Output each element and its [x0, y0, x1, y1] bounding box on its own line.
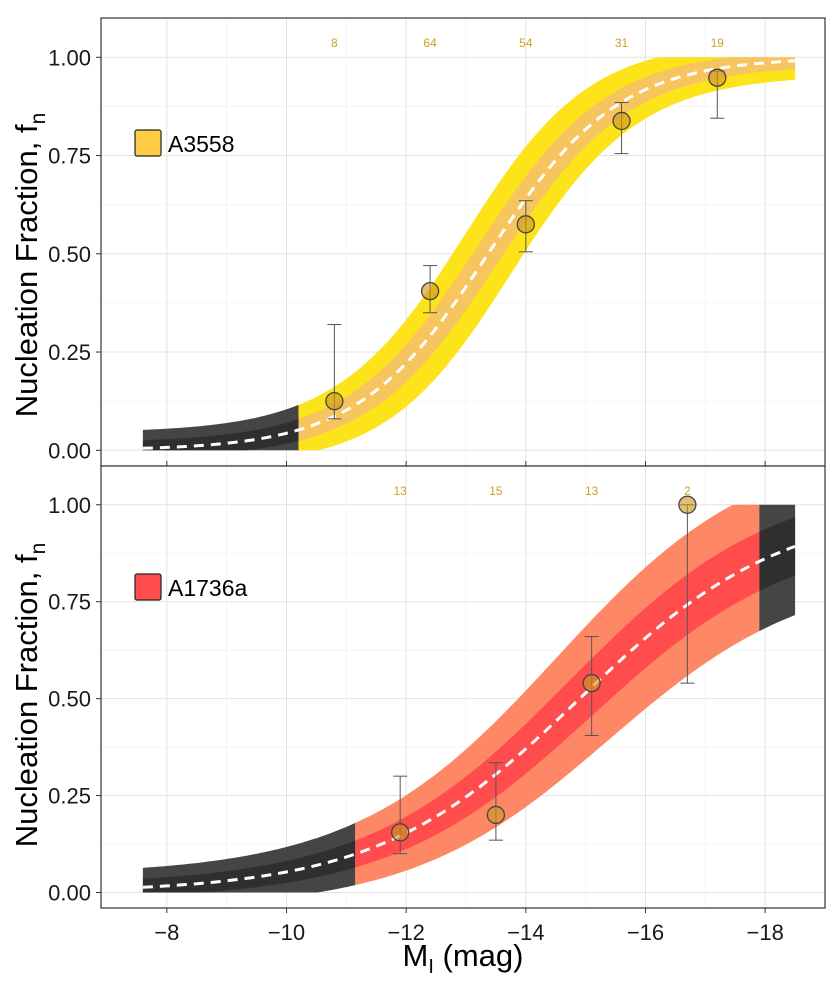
bottom-bin-counts: 13 15 13 2 [393, 484, 691, 498]
top-bin-counts: 8 64 54 31 19 [331, 36, 724, 50]
top-legend-swatch [134, 129, 162, 157]
bottom-ytick-label-3: 0.75 [48, 590, 91, 615]
top-fit-curve [142, 59, 796, 450]
top-point-0 [325, 392, 344, 411]
top-ytick-label-3: 0.75 [48, 144, 91, 169]
xtick-label-4: −16 [627, 920, 664, 945]
top-ytick-label-0: 0.00 [48, 438, 91, 463]
top-count-0: 8 [331, 36, 338, 50]
top-legend-label: A3558 [168, 131, 235, 157]
bottom-count-2: 13 [585, 484, 599, 498]
top-ytick-label-4: 1.00 [48, 45, 91, 70]
top-count-4: 19 [711, 36, 725, 50]
bottom-point-1 [486, 805, 506, 825]
bottom-legend-label: A1736a [168, 575, 248, 601]
top-data-points [325, 68, 727, 411]
panel-a1736a: 13 15 13 2 0.00 0.25 0.50 0.75 1.00 A1736a Nucl… [9, 465, 826, 909]
bottom-ytick-label-2: 0.50 [48, 687, 91, 712]
bottom-ytick-label-0: 0.00 [48, 880, 91, 905]
top-point-3 [612, 111, 631, 131]
bottom-fit-line [142, 544, 796, 889]
bottom-ytick-label-1: 0.25 [48, 784, 91, 809]
x-axis-ticks: −8 −10 −12 −14 −16 −18 [154, 461, 784, 945]
bottom-point-2 [582, 673, 601, 693]
top-ytick-label-2: 0.50 [48, 242, 91, 267]
top-point-4 [708, 68, 727, 87]
bottom-ytick-label-4: 1.00 [48, 493, 91, 518]
xtick-label-0: −8 [154, 920, 179, 945]
bottom-count-1: 15 [489, 484, 503, 498]
top-ytick-label-1: 0.25 [48, 340, 91, 365]
bottom-confidence-bands [142, 504, 796, 893]
bottom-point-0 [391, 823, 410, 842]
top-fit-line [142, 59, 796, 450]
bottom-y-axis-label: Nucleation Fraction, fn [9, 543, 50, 848]
bottom-y-ticks: 0.00 0.25 0.50 0.75 1.00 [48, 493, 101, 905]
bottom-band-inner [355, 531, 760, 868]
bottom-panel-frame [100, 465, 826, 909]
xtick-label-2: −12 [387, 920, 424, 945]
top-point-2 [516, 215, 535, 234]
xtick-label-1: −10 [268, 920, 305, 945]
top-y-axis-label: Nucleation Fraction, fn [9, 113, 50, 418]
top-count-2: 54 [519, 36, 533, 50]
bottom-fit-curve [142, 544, 796, 889]
top-point-1 [420, 281, 440, 301]
panel-a3558: 8 64 54 31 19 0.00 0.25 0.50 0.75 1.00 A3558 Nuc… [9, 17, 826, 467]
xtick-label-3: −14 [507, 920, 544, 945]
top-count-3: 31 [615, 36, 629, 50]
bottom-count-3: 2 [684, 484, 691, 498]
bottom-outside-band-inner [142, 840, 356, 893]
top-y-ticks: 0.00 0.25 0.50 0.75 1.00 [48, 45, 101, 463]
bottom-data-points [391, 495, 697, 842]
bottom-point-3 [678, 495, 697, 514]
xtick-label-5: −18 [747, 920, 784, 945]
top-gridlines [101, 18, 825, 466]
x-axis-label: MI (mag) [403, 938, 524, 978]
top-outside-band-inner [142, 419, 299, 451]
bottom-gridlines [101, 466, 825, 908]
bottom-legend-swatch [134, 573, 162, 601]
top-count-1: 64 [423, 36, 437, 50]
bottom-count-0: 13 [393, 484, 407, 498]
